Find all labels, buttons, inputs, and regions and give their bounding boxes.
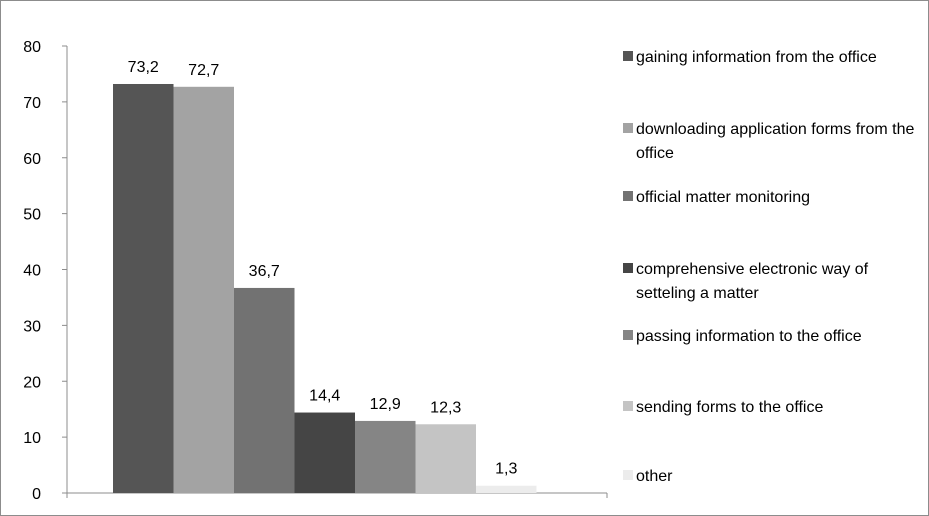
legend-label: official matter monitoring	[636, 189, 810, 206]
data-label: 1,3	[495, 461, 517, 478]
y-tick-label: 10	[23, 430, 41, 447]
data-label: 12,3	[430, 399, 461, 416]
legend-swatch	[623, 51, 633, 61]
bar	[113, 83, 174, 494]
legend-label: comprehensive electronic way of settelin…	[636, 261, 869, 302]
y-tick-label: 20	[23, 374, 41, 391]
y-tick-label: 60	[23, 151, 41, 168]
legend-label: gaining information from the office	[636, 49, 877, 66]
legend: gaining information from the office downl…	[623, 1, 923, 515]
legend-swatch	[623, 470, 633, 480]
y-tick-label: 40	[23, 263, 41, 280]
data-label: 72,7	[188, 62, 219, 79]
legend-swatch	[623, 191, 633, 201]
legend-swatch	[623, 123, 633, 133]
legend-swatch	[623, 330, 633, 340]
legend-label: other	[636, 468, 673, 485]
y-tick-label: 30	[23, 318, 41, 335]
bar	[294, 412, 355, 493]
y-tick-label: 50	[23, 207, 41, 224]
bar	[355, 420, 416, 493]
y-tick-label: 0	[32, 486, 41, 503]
data-label: 73,2	[128, 59, 159, 76]
legend-swatch	[623, 401, 633, 411]
bar	[234, 287, 295, 493]
bar	[173, 86, 234, 493]
data-label: 36,7	[249, 263, 280, 280]
y-tick-label: 70	[23, 95, 41, 112]
legend-label: downloading application forms from the o…	[636, 121, 915, 162]
bar	[415, 424, 476, 493]
bar	[476, 485, 537, 493]
y-tick-label: 80	[23, 39, 41, 56]
data-label: 14,4	[309, 388, 340, 405]
legend-swatch	[623, 263, 633, 273]
legend-label: sending forms to the office	[636, 399, 824, 416]
data-label: 12,9	[370, 396, 401, 413]
legend-label: passing information to the office	[636, 328, 862, 345]
